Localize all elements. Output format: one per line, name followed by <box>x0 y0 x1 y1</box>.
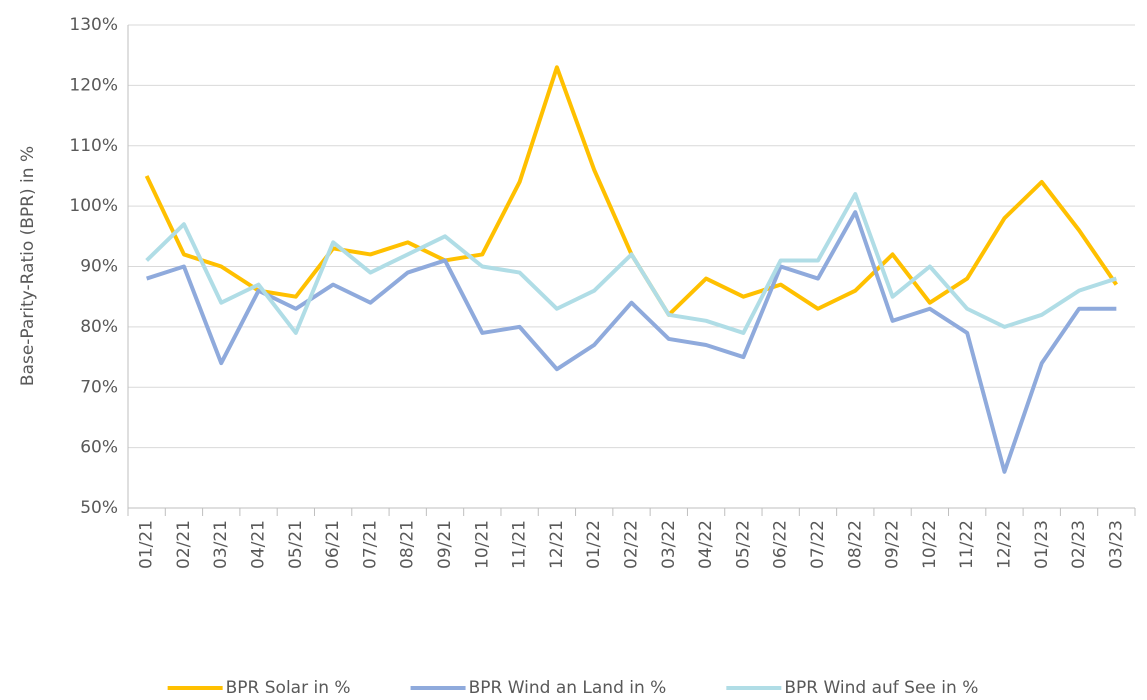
x-tick-label: 02/21 <box>174 520 194 569</box>
x-tick-label: 07/21 <box>360 520 380 569</box>
y-tick-label: 90% <box>80 257 118 277</box>
x-tick-label: 05/22 <box>733 520 753 569</box>
x-tick-label: 11/21 <box>510 520 530 569</box>
legend-label: BPR Wind an Land in % <box>469 678 667 698</box>
y-tick-label: 110% <box>69 136 118 156</box>
x-tick-label: 10/22 <box>920 520 940 569</box>
x-tick-label: 01/21 <box>137 520 157 569</box>
y-tick-label: 50% <box>80 498 118 518</box>
x-tick-label: 09/22 <box>883 520 903 569</box>
x-tick-label: 10/21 <box>472 520 492 569</box>
x-tick-label: 06/21 <box>323 520 343 569</box>
y-tick-label: 100% <box>69 196 118 216</box>
x-tick-label: 06/22 <box>771 520 791 569</box>
x-tick-label: 03/22 <box>659 520 679 569</box>
x-tick-label: 03/21 <box>211 520 231 569</box>
x-tick-label: 04/22 <box>696 520 716 569</box>
y-axis-label: Base-Parity-Ratio (BPR) in % <box>18 146 38 386</box>
x-tick-label: 12/21 <box>547 520 567 569</box>
x-tick-label: 04/21 <box>249 520 269 569</box>
line-series <box>144 65 1118 317</box>
x-tick-label: 03/23 <box>1106 520 1126 569</box>
y-tick-label: 70% <box>80 377 118 397</box>
line-series <box>145 192 1117 335</box>
x-tick-label: 07/22 <box>808 520 828 569</box>
x-tick-label: 05/21 <box>286 520 306 569</box>
y-tick-label: 130% <box>69 15 118 35</box>
y-tick-label: 120% <box>69 75 118 95</box>
x-tick-label: 08/22 <box>845 520 865 569</box>
x-tick-label: 01/22 <box>584 520 604 569</box>
y-tick-label: 60% <box>80 438 118 458</box>
x-tick-label: 08/21 <box>398 520 418 569</box>
x-tick-label: 02/23 <box>1069 520 1089 569</box>
x-tick-label: 12/22 <box>994 520 1014 569</box>
y-tick-label: 80% <box>80 317 118 337</box>
x-tick-label: 01/23 <box>1032 520 1052 569</box>
x-tick-label: 02/22 <box>622 520 642 569</box>
legend-label: BPR Solar in % <box>226 678 351 698</box>
x-tick-label: 09/21 <box>435 520 455 569</box>
legend-label: BPR Wind auf See in % <box>784 678 978 698</box>
x-tick-label: 11/22 <box>957 520 977 569</box>
